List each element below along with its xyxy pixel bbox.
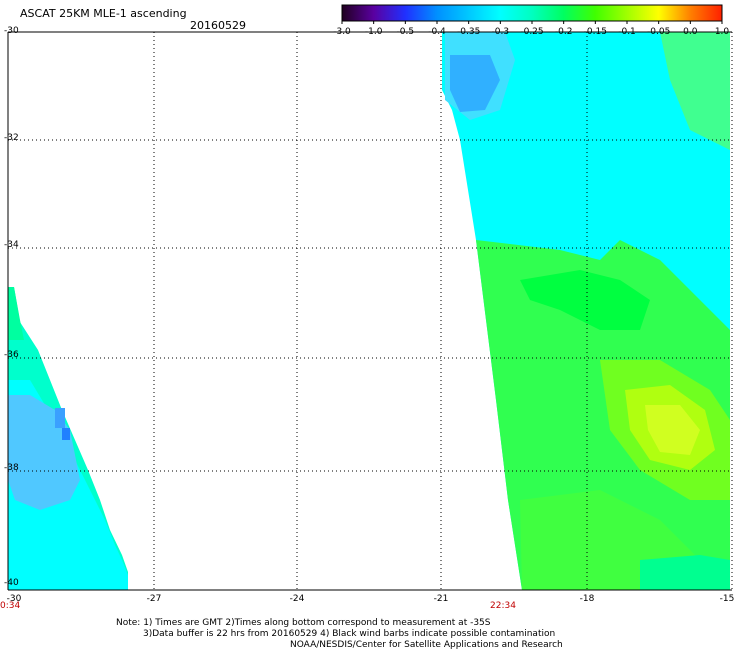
lon-label-24: -24	[289, 594, 305, 604]
lat-label-36: -36	[4, 350, 19, 360]
colorbar-label: -0.05	[647, 27, 671, 37]
lat-label-32: -32	[4, 133, 19, 143]
pass-time-left: 0:34	[0, 601, 21, 611]
colorbar-label: -0.3	[491, 27, 510, 37]
colorbar-label: -0.2	[554, 27, 573, 37]
note-line-2: 3)Data buffer is 22 hrs from 20160529 4)…	[143, 629, 556, 639]
colorbar-label: -3.0	[333, 27, 351, 37]
map-date: 20160529	[190, 19, 246, 32]
note-line-3: NOAA/NESDIS/Center for Satellite Applica…	[290, 640, 563, 650]
note-line-1: Note: 1) Times are GMT 2)Times along bot…	[116, 618, 491, 628]
lon-label-18: -18	[579, 594, 595, 604]
colorbar-label: -0.35	[457, 27, 481, 37]
lon-label-15: -15	[719, 594, 735, 604]
lat-label-34: -34	[4, 240, 19, 250]
colorbar-gradient	[341, 4, 723, 22]
lon-label-27: -27	[146, 594, 162, 604]
lat-label-40: -40	[4, 578, 19, 588]
left-swath	[8, 287, 128, 590]
pass-time-right: 22:34	[490, 601, 516, 611]
map-title: ASCAT 25KM MLE-1 ascending	[20, 7, 187, 20]
colorbar-label: 1.0	[714, 27, 730, 37]
colorbar-label: -0.15	[583, 27, 607, 37]
colorbar-label: -1.0	[364, 27, 383, 37]
lon-label-30: -30	[6, 594, 22, 604]
right-swath	[442, 32, 730, 590]
colorbar-label: -0.4	[428, 27, 446, 37]
colorbar-label: 0.0	[683, 27, 698, 37]
colorbar-label: -0.25	[520, 27, 544, 37]
colorbar	[341, 4, 723, 24]
lat-label-30: -30	[4, 26, 19, 36]
lat-lon-grid	[7, 31, 733, 591]
colorbar-label: -0.5	[396, 27, 415, 37]
lon-label-21: -21	[433, 594, 449, 604]
lat-label-38: -38	[4, 463, 19, 473]
colorbar-label: -0.1	[618, 27, 636, 37]
